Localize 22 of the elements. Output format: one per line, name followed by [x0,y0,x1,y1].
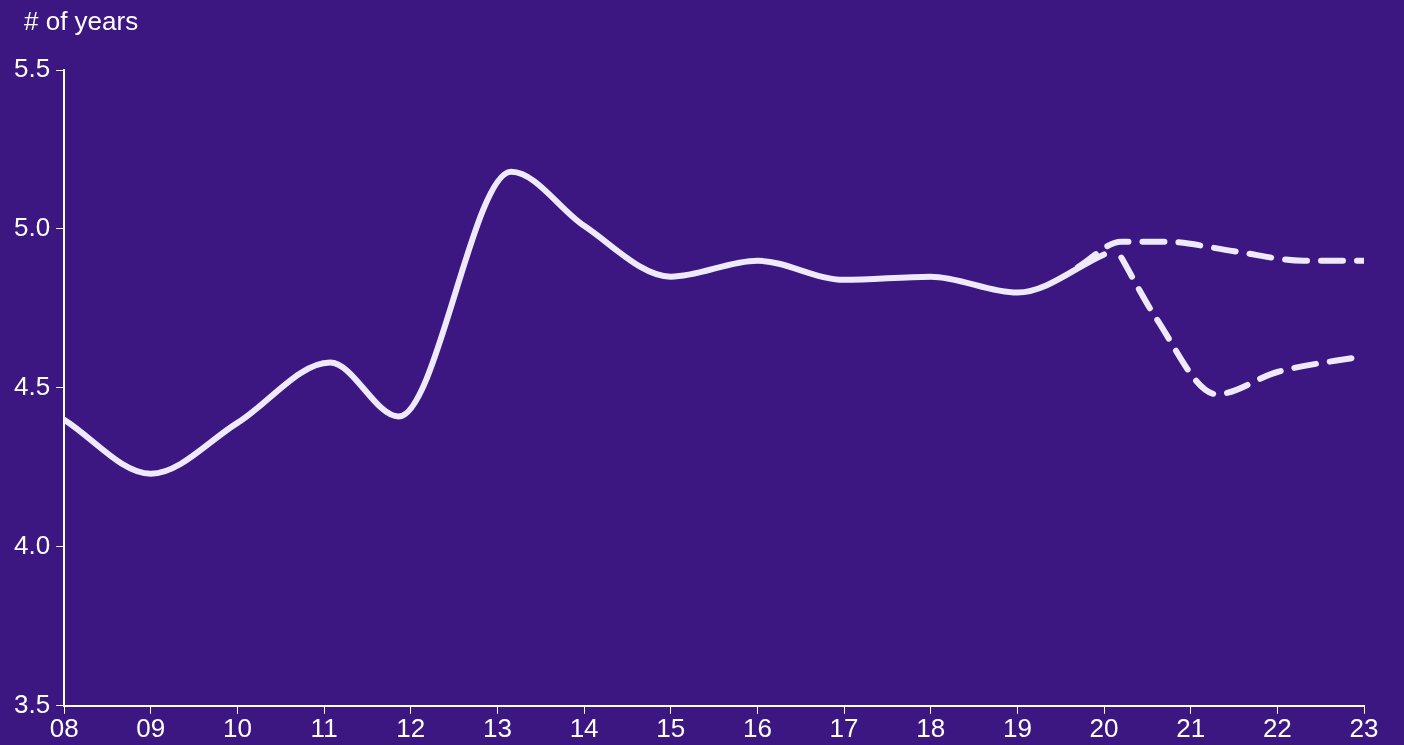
x-tick-label: 22 [1262,712,1292,743]
x-tick-label: 12 [396,712,426,743]
x-tick-label: 23 [1349,712,1379,743]
y-tick-label: 4.0 [13,530,51,561]
y-axis-title: # of years [24,6,139,37]
y-tick-label: 3.5 [13,688,51,719]
x-tick-label: 14 [569,712,599,743]
x-tick-label: 08 [49,712,79,743]
x-tick-label: 21 [1176,712,1206,743]
x-tick-label: 10 [223,712,252,743]
y-tick-label: 4.5 [13,371,51,402]
y-tick-label: 5.0 [13,212,51,243]
x-tick-label: 18 [916,712,946,743]
x-tick-label: 13 [482,712,512,743]
x-tick-label: 09 [136,712,166,743]
x-tick-label: 17 [829,712,859,743]
x-tick-label: 20 [1089,712,1119,743]
y-tick-label: 5.5 [13,53,51,84]
x-tick-label: 19 [1002,712,1032,743]
x-tick-label: 16 [742,712,772,743]
x-tick-label: 11 [310,712,338,743]
x-tick-label: 15 [656,712,686,743]
